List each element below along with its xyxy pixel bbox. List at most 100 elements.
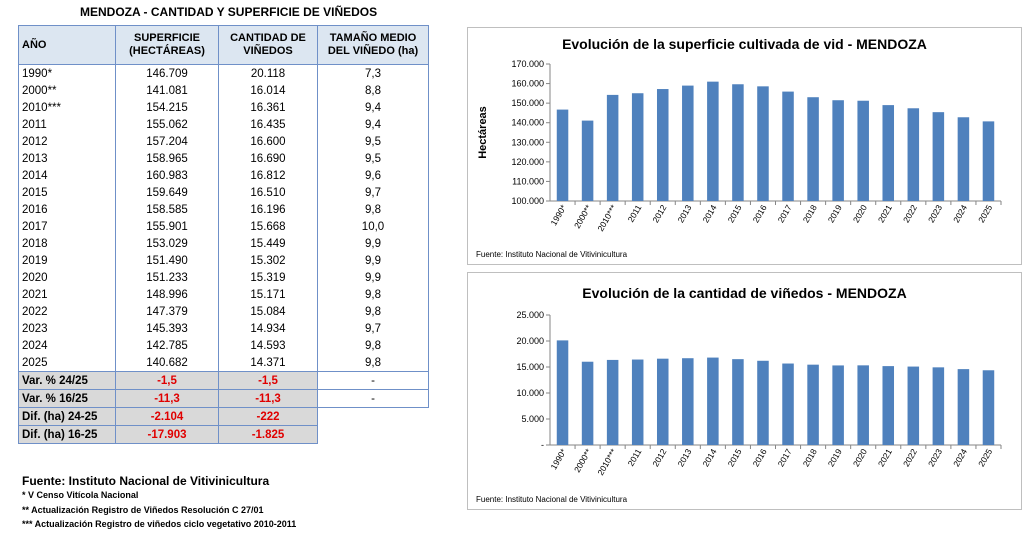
cell-sup: 159.649 bbox=[115, 184, 219, 201]
bar bbox=[707, 81, 719, 201]
summary-cell-label: Var. % 24/25 bbox=[18, 371, 116, 390]
x-tick-label: 2021 bbox=[876, 447, 894, 469]
bar bbox=[682, 85, 694, 201]
summary-cell-cant: -222 bbox=[218, 407, 318, 426]
cell-cant: 15.171 bbox=[218, 286, 318, 303]
y-tick-label: 10.000 bbox=[516, 388, 544, 398]
cell-tam: 9,8 bbox=[317, 337, 429, 354]
y-tick-label: 140.000 bbox=[511, 118, 544, 128]
x-tick-label: 2023 bbox=[926, 203, 944, 225]
cell-year: 2011 bbox=[18, 116, 116, 133]
cell-tam: 9,8 bbox=[317, 303, 429, 320]
x-tick-label: 2000** bbox=[572, 202, 594, 230]
cell-sup: 155.901 bbox=[115, 218, 219, 235]
bar bbox=[656, 89, 669, 201]
x-tick-label: 2010*** bbox=[595, 446, 618, 477]
bar bbox=[957, 369, 970, 445]
cell-sup: 155.062 bbox=[115, 116, 219, 133]
x-tick-label: 2015 bbox=[726, 203, 744, 225]
cell-tam: 9,4 bbox=[317, 99, 429, 116]
x-tick-label: 2019 bbox=[826, 203, 844, 225]
chart-title: Evolución de la superficie cultivada de … bbox=[562, 36, 927, 52]
cell-tam: 9,5 bbox=[317, 150, 429, 167]
x-tick-label: 2018 bbox=[801, 447, 819, 469]
bar bbox=[581, 361, 594, 445]
summary-cell-sup: -17.903 bbox=[115, 425, 219, 444]
x-tick-label: 2022 bbox=[901, 447, 919, 469]
y-tick-label: 20.000 bbox=[516, 336, 544, 346]
cell-tam: 9,6 bbox=[317, 167, 429, 184]
cell-year: 2017 bbox=[18, 218, 116, 235]
x-tick-label: 2010*** bbox=[595, 202, 618, 233]
x-tick-label: 2012 bbox=[650, 447, 668, 469]
cell-cant: 15.319 bbox=[218, 269, 318, 286]
cell-year: 1990* bbox=[18, 64, 116, 82]
summary-row: Dif. (ha) 24-25 -2.104 -222 bbox=[18, 407, 429, 426]
x-tick-label: 2014 bbox=[700, 447, 718, 469]
table-header-row: AÑO SUPERFICIE (HECTÁREAS) CANTIDAD DE VIÑ… bbox=[18, 25, 429, 65]
cell-cant: 16.812 bbox=[218, 167, 318, 184]
bar bbox=[832, 100, 844, 201]
cell-cant: 14.371 bbox=[218, 354, 318, 372]
bar bbox=[932, 367, 945, 445]
x-tick-label: 2014 bbox=[700, 203, 718, 225]
y-tick-label: 100.000 bbox=[511, 196, 544, 206]
bar bbox=[556, 109, 569, 201]
table-row: 2013 158.965 16.690 9,5 bbox=[18, 150, 429, 167]
cell-tam: 9,9 bbox=[317, 269, 429, 286]
x-tick-label: 2018 bbox=[801, 203, 819, 225]
table-row: 2022 147.379 15.084 9,8 bbox=[18, 303, 429, 320]
cell-cant: 16.014 bbox=[218, 82, 318, 99]
cell-year: 2023 bbox=[18, 320, 116, 337]
cell-sup: 157.204 bbox=[115, 133, 219, 150]
footnote-3: *** Actualización Registro de viñedos ci… bbox=[22, 519, 297, 529]
table-row: 2016 158.585 16.196 9,8 bbox=[18, 201, 429, 218]
cell-cant: 16.361 bbox=[218, 99, 318, 116]
summary-cell-sup: -11,3 bbox=[115, 389, 219, 408]
cell-tam: 10,0 bbox=[317, 218, 429, 235]
cell-year: 2015 bbox=[18, 184, 116, 201]
bar bbox=[656, 358, 669, 445]
x-tick-label: 2023 bbox=[926, 447, 944, 469]
bar bbox=[807, 97, 819, 201]
y-tick-label: 25.000 bbox=[516, 310, 544, 320]
cell-year: 2010*** bbox=[18, 99, 116, 116]
cell-cant: 20.118 bbox=[218, 64, 318, 82]
cell-year: 2000** bbox=[18, 82, 116, 99]
bar bbox=[606, 359, 619, 445]
cell-cant: 14.934 bbox=[218, 320, 318, 337]
cell-tam: 9,9 bbox=[317, 252, 429, 269]
bar bbox=[932, 112, 945, 201]
chart-cantidad: Evolución de la cantidad de viñedos - ME… bbox=[467, 272, 1022, 510]
x-tick-label: 2016 bbox=[751, 203, 769, 225]
cell-tam: 9,8 bbox=[317, 286, 429, 303]
bar bbox=[832, 365, 844, 445]
y-tick-label: 120.000 bbox=[511, 157, 544, 167]
cell-year: 2018 bbox=[18, 235, 116, 252]
cell-sup: 151.233 bbox=[115, 269, 219, 286]
cell-cant: 15.449 bbox=[218, 235, 318, 252]
table-row: 1990* 146.709 20.118 7,3 bbox=[18, 64, 429, 82]
cell-cant: 15.668 bbox=[218, 218, 318, 235]
x-tick-label: 2011 bbox=[626, 447, 644, 468]
bar bbox=[707, 357, 719, 445]
footnote-1: * V Censo Vitícola Nacional bbox=[22, 490, 139, 500]
header-cantidad: CANTIDAD DE VIÑEDOS bbox=[218, 25, 318, 65]
cell-tam: 7,3 bbox=[317, 64, 429, 82]
cell-sup: 148.996 bbox=[115, 286, 219, 303]
cell-year: 2014 bbox=[18, 167, 116, 184]
y-tick-label: 150.000 bbox=[511, 98, 544, 108]
bar bbox=[907, 366, 920, 445]
summary-cell-tam bbox=[318, 408, 429, 426]
bar bbox=[882, 366, 895, 445]
bar bbox=[907, 108, 920, 201]
cell-year: 2022 bbox=[18, 303, 116, 320]
cell-tam: 9,4 bbox=[317, 116, 429, 133]
chart-source: Fuente: Instituto Nacional de Vitivinicu… bbox=[476, 250, 628, 259]
table-row: 2015 159.649 16.510 9,7 bbox=[18, 184, 429, 201]
summary-cell-label: Dif. (ha) 24-25 bbox=[18, 407, 116, 426]
bar bbox=[757, 86, 769, 201]
table-row: 2010*** 154.215 16.361 9,4 bbox=[18, 99, 429, 116]
summary-row: Var. % 16/25 -11,3 -11,3- bbox=[18, 389, 429, 408]
x-tick-label: 2020 bbox=[851, 203, 869, 225]
